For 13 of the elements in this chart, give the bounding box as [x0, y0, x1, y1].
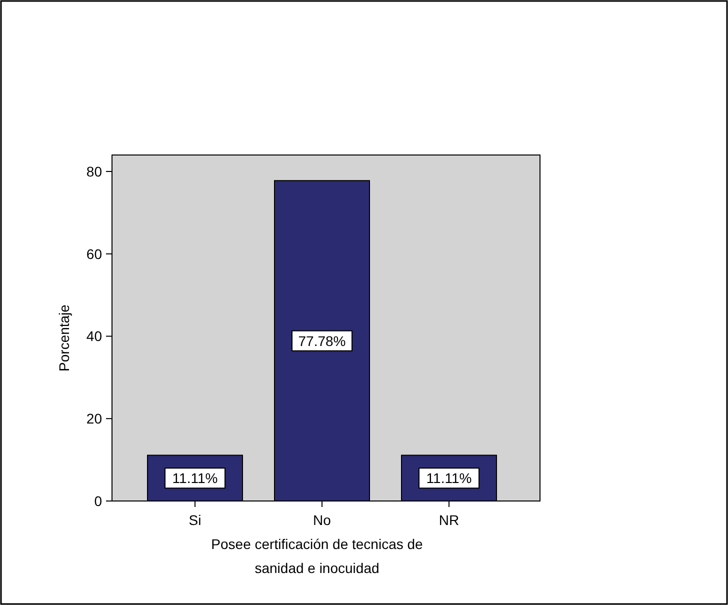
y-tick-label: 0 — [94, 493, 102, 509]
data-label: 77.78% — [298, 332, 346, 349]
x-axis-title: Posee certificación de tecnicas de sanidad e inocuidad — [211, 536, 424, 576]
y-tick-label: 60 — [86, 246, 102, 262]
x-tick-label: No — [313, 512, 332, 528]
data-label: 11.11% — [172, 470, 218, 486]
y-axis-title: Porcentaje — [56, 304, 72, 372]
y-tick-label: 20 — [86, 410, 102, 427]
data-label: 11.11% — [426, 470, 472, 486]
y-tick-label: 80 — [86, 163, 102, 180]
x-tick-label: NR — [438, 512, 460, 528]
x-tick-label: Si — [188, 512, 202, 528]
y-tick-label: 40 — [86, 328, 102, 344]
